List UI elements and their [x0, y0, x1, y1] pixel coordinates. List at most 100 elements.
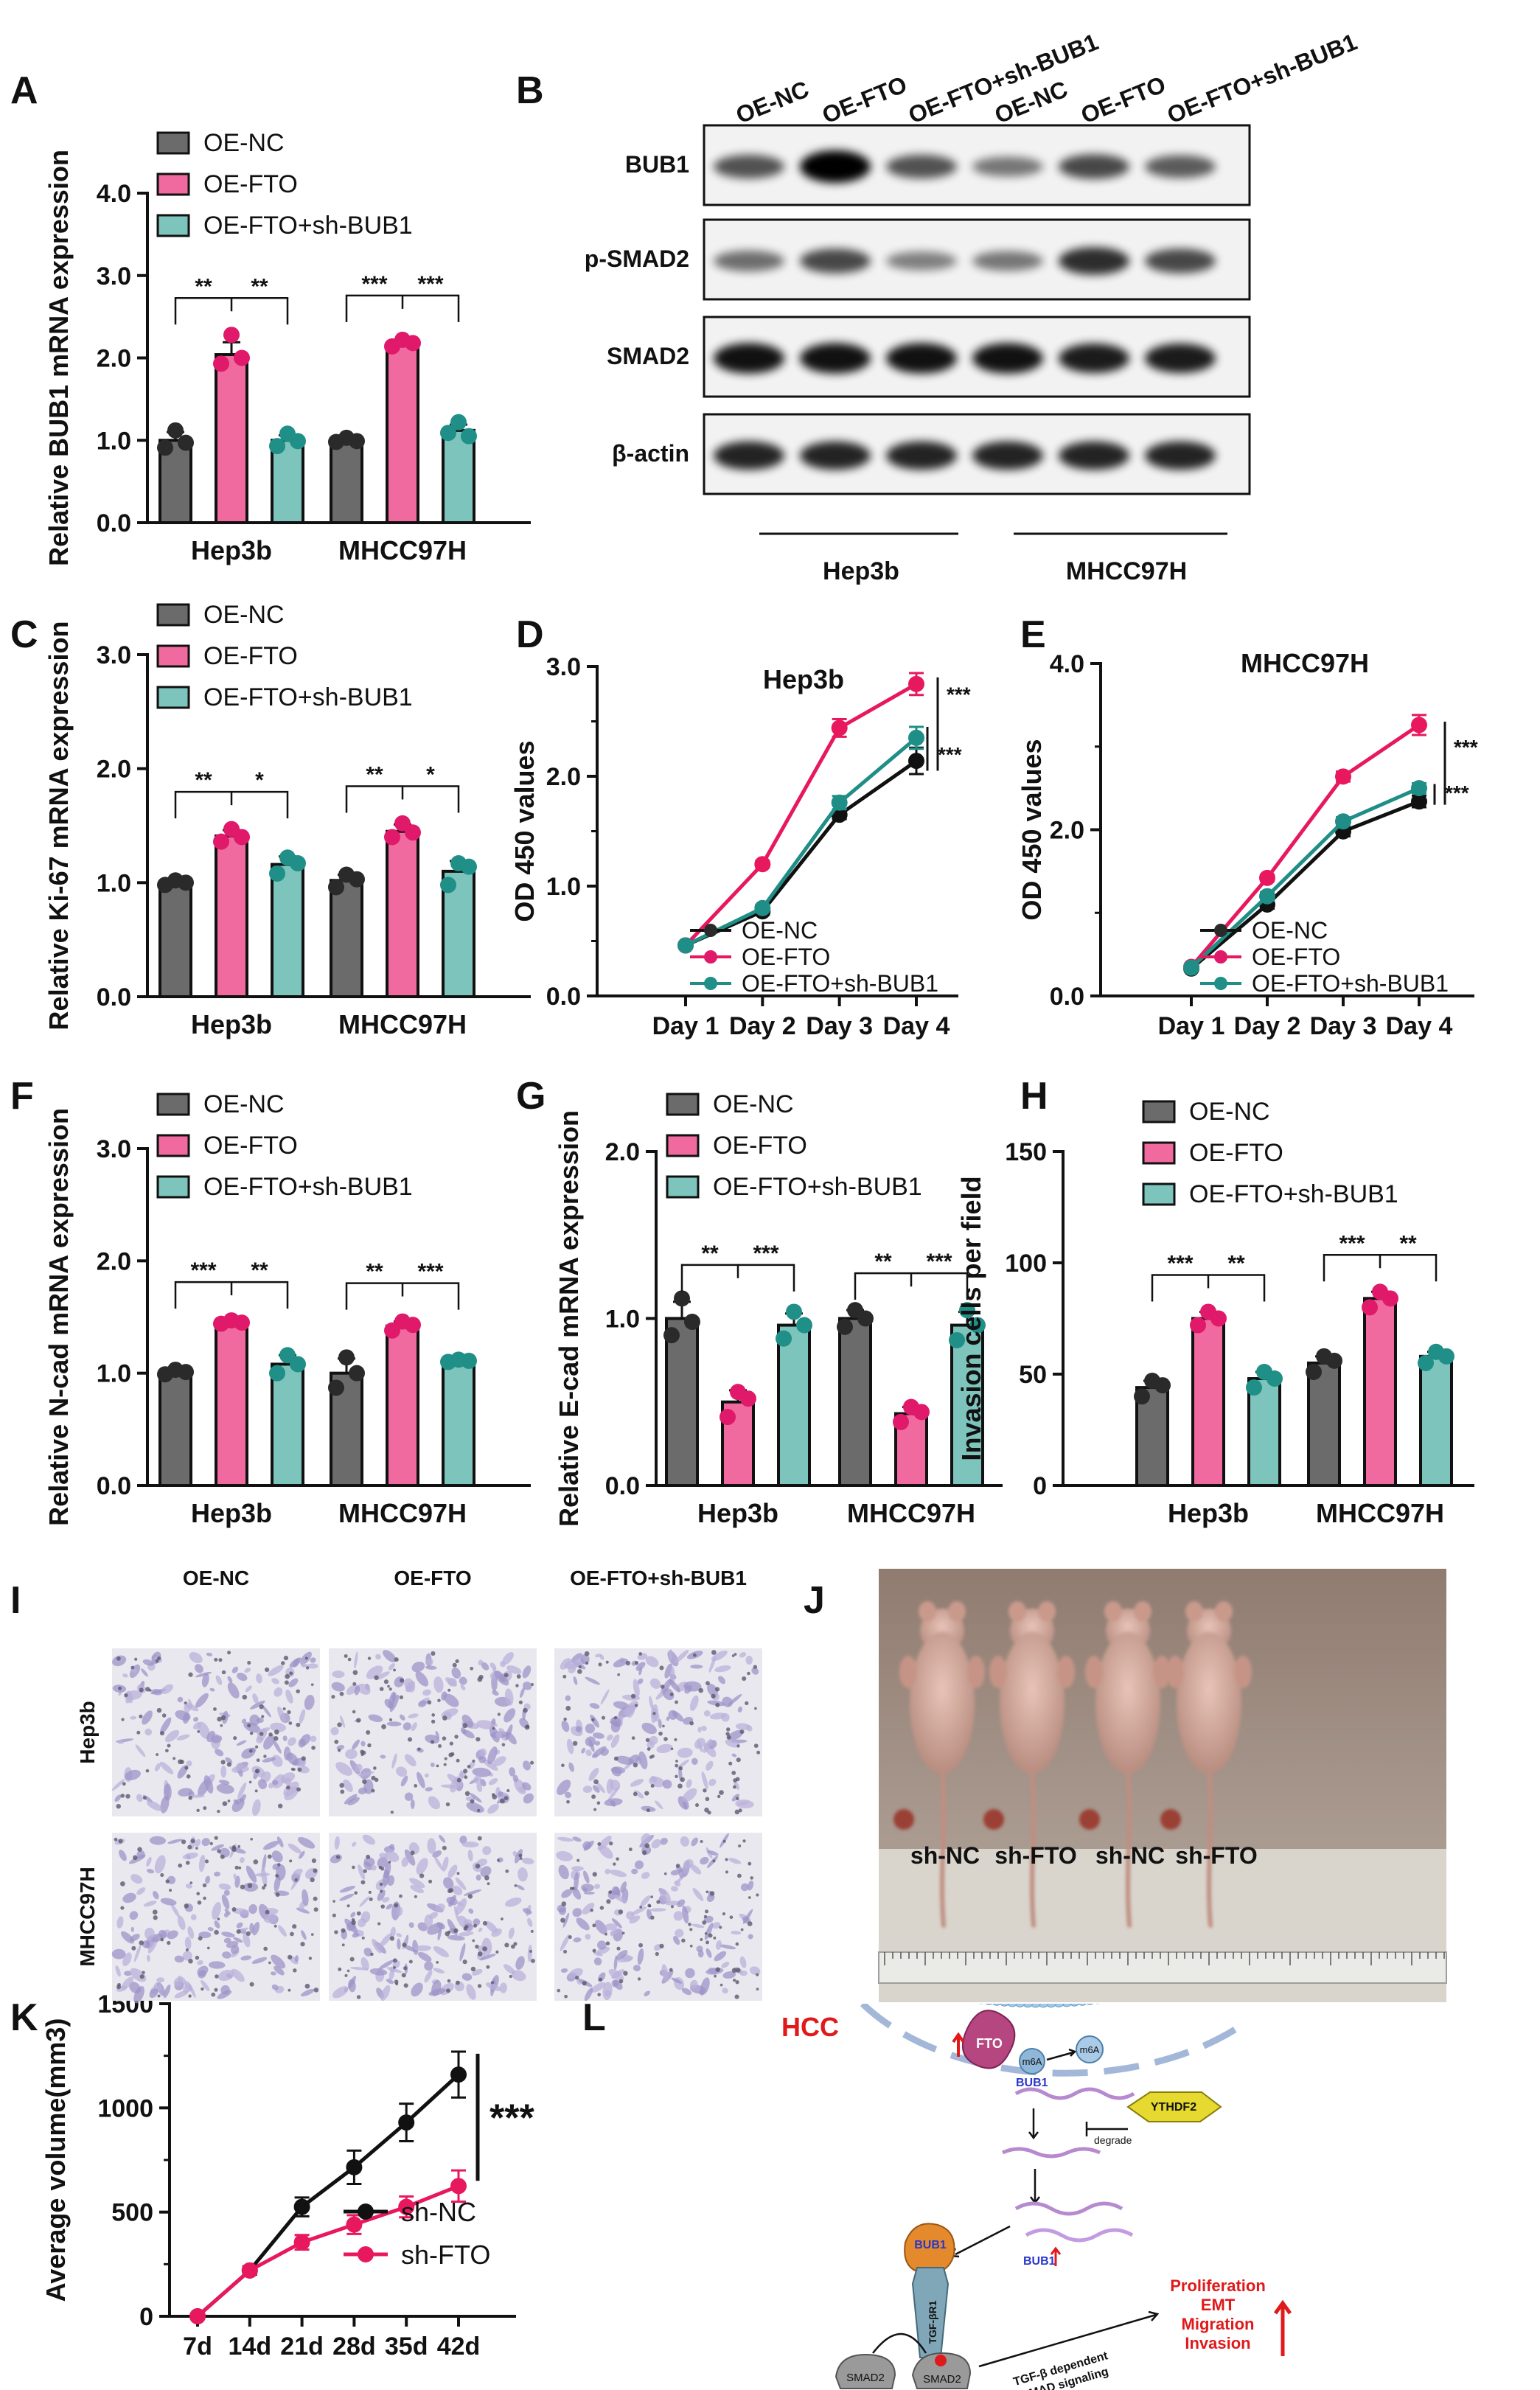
membrane-pore	[399, 1894, 403, 1898]
membrane-pore	[592, 1923, 596, 1928]
membrane-pore	[403, 1983, 408, 1988]
data-point	[786, 1303, 802, 1320]
lipid-head	[806, 1909, 816, 1920]
lipid-head	[1062, 2004, 1072, 2007]
membrane-pore	[659, 1943, 664, 1949]
invading-cell	[557, 1780, 571, 1796]
membrane-pore	[464, 1791, 470, 1797]
outcome-label: Migration	[1182, 2315, 1255, 2333]
lipid-head	[825, 1920, 835, 1931]
legend-label: OE-FTO+sh-BUB1	[1189, 1180, 1398, 1208]
invading-cell	[211, 1844, 224, 1851]
lipid-head	[1457, 1722, 1467, 1732]
y-tick-label: 2.0	[1050, 817, 1084, 845]
membrane-pore	[475, 1864, 481, 1869]
invading-cell	[707, 1856, 718, 1869]
invading-cell	[433, 1676, 444, 1693]
invading-cell	[436, 1922, 445, 1930]
lipid-tail	[1451, 1690, 1459, 1693]
membrane-pore	[561, 1763, 565, 1768]
data-point	[720, 1409, 736, 1426]
invading-cell	[425, 1787, 433, 1791]
lipid-head	[1045, 2004, 1057, 2008]
invading-cell	[224, 1909, 231, 1915]
invading-cell	[447, 1934, 465, 1941]
invading-cell	[678, 1869, 683, 1878]
legend-marker	[704, 924, 717, 937]
membrane-pore	[578, 1665, 582, 1669]
invading-cell	[425, 1658, 433, 1666]
membrane-pore	[275, 1892, 280, 1898]
mouse-ear	[1104, 1601, 1122, 1622]
membrane-pore	[484, 1875, 489, 1881]
membrane-pore	[444, 1757, 447, 1760]
invading-cell	[504, 1688, 514, 1706]
lane-label: OE-FTO	[818, 71, 910, 128]
invading-cell	[712, 1922, 721, 1929]
membrane-pore	[220, 1724, 223, 1727]
data-point	[450, 2178, 467, 2195]
invading-cell	[237, 1673, 248, 1682]
invading-cell	[584, 1891, 595, 1895]
invading-cell	[346, 1684, 358, 1696]
invading-cell	[417, 1951, 432, 1962]
membrane-pore	[145, 1769, 150, 1773]
invading-cell	[557, 1836, 574, 1842]
membrane-pore	[472, 1939, 475, 1943]
legend-swatch	[1142, 1141, 1176, 1165]
invading-cell	[153, 1891, 159, 1900]
membrane-pore	[242, 1694, 248, 1700]
invading-cell	[143, 1900, 157, 1907]
y-tick-label: 0	[139, 2303, 153, 2331]
lipid-head	[1022, 2004, 1034, 2008]
membrane-pore	[597, 1842, 602, 1846]
data-point	[674, 1290, 690, 1307]
lipid-head	[776, 1889, 786, 1899]
invading-cell	[415, 1671, 429, 1687]
invading-cell	[263, 1913, 277, 1923]
mouse	[1160, 1601, 1252, 1928]
membrane-pore	[448, 1752, 453, 1757]
bub1-mrna	[1014, 2087, 1135, 2100]
data-point	[293, 2198, 310, 2215]
invading-cell	[182, 1712, 190, 1724]
invading-cell	[691, 1837, 698, 1847]
membrane-pore	[160, 1872, 164, 1878]
blot-row-label: BUB1	[625, 151, 689, 178]
lipid-head	[842, 1955, 852, 1965]
y-tick-label: 1000	[97, 2094, 153, 2122]
panel-letter: L	[582, 1996, 606, 2039]
invading-cell	[130, 1874, 143, 1884]
invading-cell	[476, 1720, 495, 1729]
invading-cell	[714, 1951, 727, 1962]
x-tick-label: 35d	[385, 2332, 428, 2361]
membrane-pore	[639, 1906, 643, 1909]
membrane-pore	[633, 1791, 638, 1797]
invading-cell	[227, 1676, 233, 1683]
invading-cell	[593, 1951, 603, 1957]
invading-cell	[231, 1798, 245, 1813]
membrane-pore	[504, 1796, 509, 1801]
invading-cell	[286, 1752, 299, 1766]
invading-cell	[739, 1956, 747, 1968]
invading-cell	[582, 1870, 590, 1884]
protein-band	[800, 343, 871, 374]
membrane-pore	[750, 1876, 753, 1880]
signaling-arrow	[978, 2313, 1157, 2368]
membrane-pore	[518, 1700, 523, 1704]
membrane-pore	[184, 1766, 189, 1770]
invading-cell	[604, 1990, 611, 1997]
invading-cell	[212, 1902, 221, 1920]
invading-cell	[176, 1734, 190, 1741]
lipid-head	[1460, 1715, 1470, 1725]
legend-label: sh-NC	[401, 2197, 476, 2227]
data-point	[1411, 717, 1427, 734]
legend-label: OE-NC	[203, 1090, 285, 1118]
invading-cell	[201, 1673, 209, 1687]
membrane-pore	[288, 1954, 293, 1960]
membrane-pore	[142, 1971, 145, 1974]
membrane-pore	[231, 1847, 237, 1852]
invading-cell	[142, 1710, 153, 1725]
membrane-pore	[725, 1732, 730, 1736]
